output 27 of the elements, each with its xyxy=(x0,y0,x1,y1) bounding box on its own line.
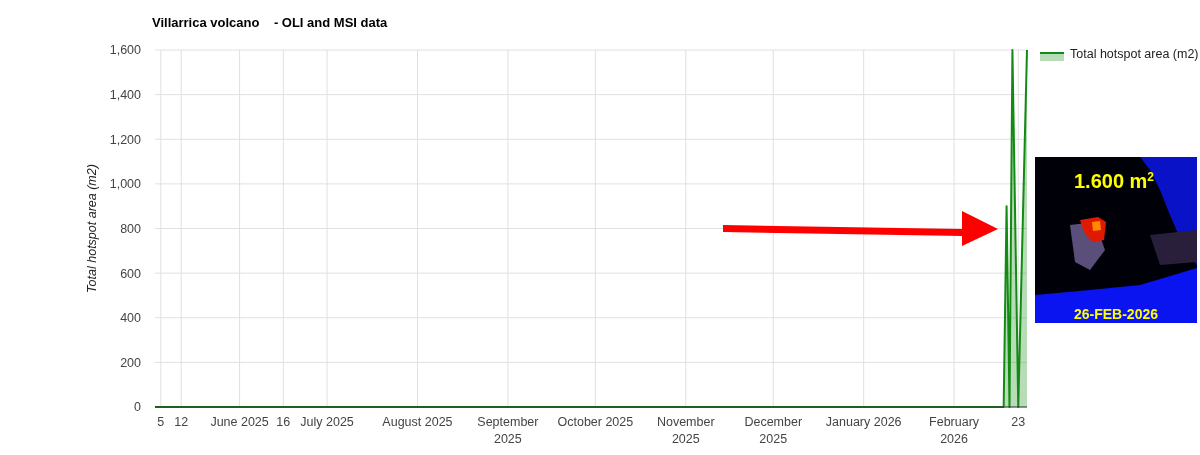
x-tick-label: August 2025 xyxy=(382,415,453,429)
y-tick-label: 800 xyxy=(120,221,142,236)
y-tick-label: 1,600 xyxy=(109,43,142,58)
y-axis-title: Total hotspot area (m2) xyxy=(85,164,99,293)
x-tick-label: July 2025 xyxy=(300,415,354,429)
text: 1.600 m$^{2}$ xyxy=(1073,170,1155,192)
x-tick-label: October 2025 xyxy=(557,415,634,429)
x-tick-label: September 2025 xyxy=(477,415,539,446)
x-tick-label: 16 xyxy=(276,415,291,429)
y-tick-label: 600 xyxy=(120,266,142,281)
chart-title: Villarrica volcano - OLI and MSI data xyxy=(152,15,389,30)
y-tick-label: 0 xyxy=(134,400,142,415)
text: 26-FEB-2026 xyxy=(1073,306,1159,322)
y-tick-label: 200 xyxy=(120,355,142,370)
x-tick-label: 5 xyxy=(157,415,165,429)
y-tick-label: 1,000 xyxy=(109,177,142,192)
x-tick-label: 23 xyxy=(1011,415,1026,429)
x-tick-label: February 2026 xyxy=(929,415,980,446)
y-tick-label: 1,400 xyxy=(109,88,142,102)
legend-label: Total hotspot area (m2) xyxy=(1070,47,1199,62)
x-tick-label: December 2025 xyxy=(744,415,803,446)
x-tick-label: November 2025 xyxy=(656,415,715,446)
x-tick-label: 12 xyxy=(174,415,189,429)
y-tick-label: 400 xyxy=(120,311,142,326)
y-tick-label: 1,200 xyxy=(109,132,142,147)
x-tick-label: June 2025 xyxy=(210,415,269,429)
x-tick-label: January 2026 xyxy=(825,415,902,429)
